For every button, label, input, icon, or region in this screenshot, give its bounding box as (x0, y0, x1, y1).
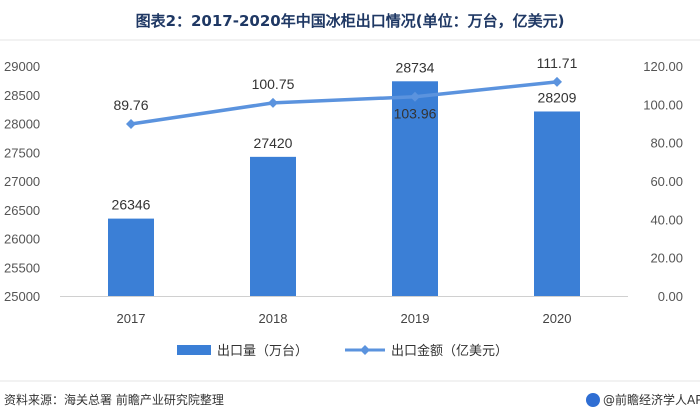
line-series (126, 76, 562, 129)
y-left-axis-ticks: 25000 25500 26000 26500 27000 27500 28000 28500… (4, 59, 40, 304)
chart-title: 图表2：2017-2020年中国冰柜出口情况(单位：万台，亿美元) (136, 12, 565, 30)
y-left-tick-label: 25000 (4, 289, 40, 304)
x-tick-label: 2019 (401, 311, 430, 326)
y-left-tick-label: 25500 (4, 260, 40, 275)
y-left-tick-label: 28000 (4, 117, 40, 132)
y-right-tick-label: 0.00 (658, 289, 683, 304)
brand-logo-icon (586, 393, 600, 407)
bar-series (108, 81, 580, 296)
y-left-tick-label: 27500 (4, 145, 40, 160)
y-left-tick-label: 27000 (4, 174, 40, 189)
line-data-labels: 89.76 100.75 103.96 111.71 (113, 55, 577, 122)
line-data-label: 111.71 (537, 55, 578, 71)
y-right-tick-label: 100.00 (643, 97, 683, 112)
line-point-2017 (126, 118, 136, 129)
x-tick-label: 2020 (543, 311, 572, 326)
legend-bar-swatch (177, 345, 211, 355)
line-data-label: 89.76 (113, 97, 148, 113)
x-tick-label: 2017 (117, 311, 146, 326)
bar-data-labels: 26346 27420 28734 28209 (112, 59, 577, 212)
y-right-tick-label: 20.00 (650, 251, 683, 266)
y-left-tick-label: 29000 (4, 59, 40, 74)
x-axis-ticks: 2017 2018 2019 2020 (117, 311, 572, 326)
line-point-2020 (552, 76, 562, 87)
legend-line-label: 出口金额（亿美元） (391, 343, 508, 359)
bar-data-label: 26346 (112, 197, 151, 213)
line-point-2018 (268, 97, 278, 108)
line-data-label: 100.75 (252, 76, 295, 92)
y-left-tick-label: 28500 (4, 88, 40, 103)
brand-label: @前瞻经济学人APP (603, 392, 700, 407)
bar-2019 (392, 81, 438, 296)
y-left-tick-label: 26500 (4, 203, 40, 218)
line-point-2019 (410, 91, 420, 102)
bar-data-label: 28734 (396, 59, 435, 75)
line-path (130, 80, 558, 126)
line-data-label: 103.96 (394, 106, 437, 122)
bar-2020 (534, 111, 580, 296)
bar-2018 (250, 156, 296, 296)
y-right-tick-label: 80.00 (650, 136, 683, 151)
y-right-axis-ticks: 0.00 20.00 40.00 60.00 80.00 100.00 120.00 (643, 59, 683, 304)
source-note: 资料来源：海关总署 前瞻产业研究院整理 (4, 392, 224, 407)
x-tick-label: 2018 (259, 311, 288, 326)
y-right-tick-label: 60.00 (650, 174, 683, 189)
y-right-tick-label: 120.00 (643, 59, 683, 74)
bar-data-label: 28209 (538, 89, 577, 105)
legend: 出口量（万台） 出口金额（亿美元） (177, 343, 508, 359)
brand-mark: @前瞻经济学人APP (586, 392, 700, 407)
y-right-tick-label: 40.00 (650, 212, 683, 227)
bar-2017 (108, 218, 154, 296)
y-left-tick-label: 26000 (4, 232, 40, 247)
bar-data-label: 27420 (254, 135, 293, 151)
legend-bar-label: 出口量（万台） (217, 344, 308, 359)
legend-line-marker (360, 345, 370, 355)
